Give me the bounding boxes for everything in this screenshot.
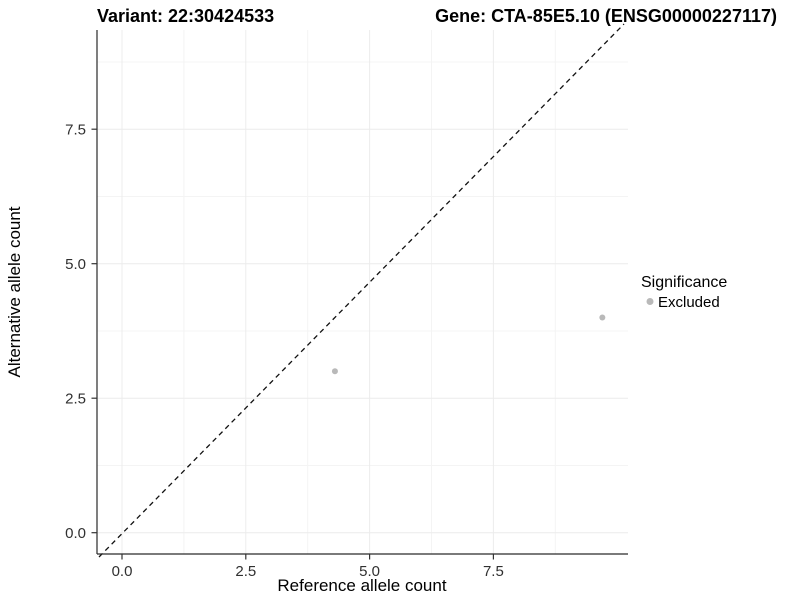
x-tick-label: 7.5 [483, 563, 504, 580]
variant-title: Variant: 22:30424533 [97, 6, 274, 26]
x-tick-label: 0.0 [112, 563, 133, 580]
legend-entry-excluded: Excluded [658, 294, 720, 311]
legend-key-point-icon [646, 298, 654, 305]
data-points [331, 314, 606, 375]
y-tick-label: 7.5 [65, 122, 86, 139]
scatter-point [331, 368, 338, 375]
y-tick-label: 0.0 [65, 525, 86, 542]
gridlines [97, 30, 628, 554]
y-tick-label: 2.5 [65, 391, 86, 408]
y-axis-title: Alternative allele count [5, 206, 24, 377]
y-tick-label: 5.0 [65, 256, 86, 273]
gene-title: Gene: CTA-85E5.10 (ENSG00000227117) [435, 6, 777, 26]
x-axis-title: Reference allele count [277, 576, 446, 595]
identity-dashed-line [98, 23, 625, 558]
x-axis-ticks: 0.0 2.5 5.0 7.5 [112, 554, 504, 580]
y-axis-ticks: 0.0 2.5 5.0 7.5 [65, 122, 97, 542]
x-tick-label: 5.0 [359, 563, 380, 580]
legend-title: Significance [641, 274, 727, 291]
scatter-point [599, 314, 606, 321]
x-tick-label: 2.5 [235, 563, 256, 580]
legend: Significance Excluded [641, 274, 727, 311]
